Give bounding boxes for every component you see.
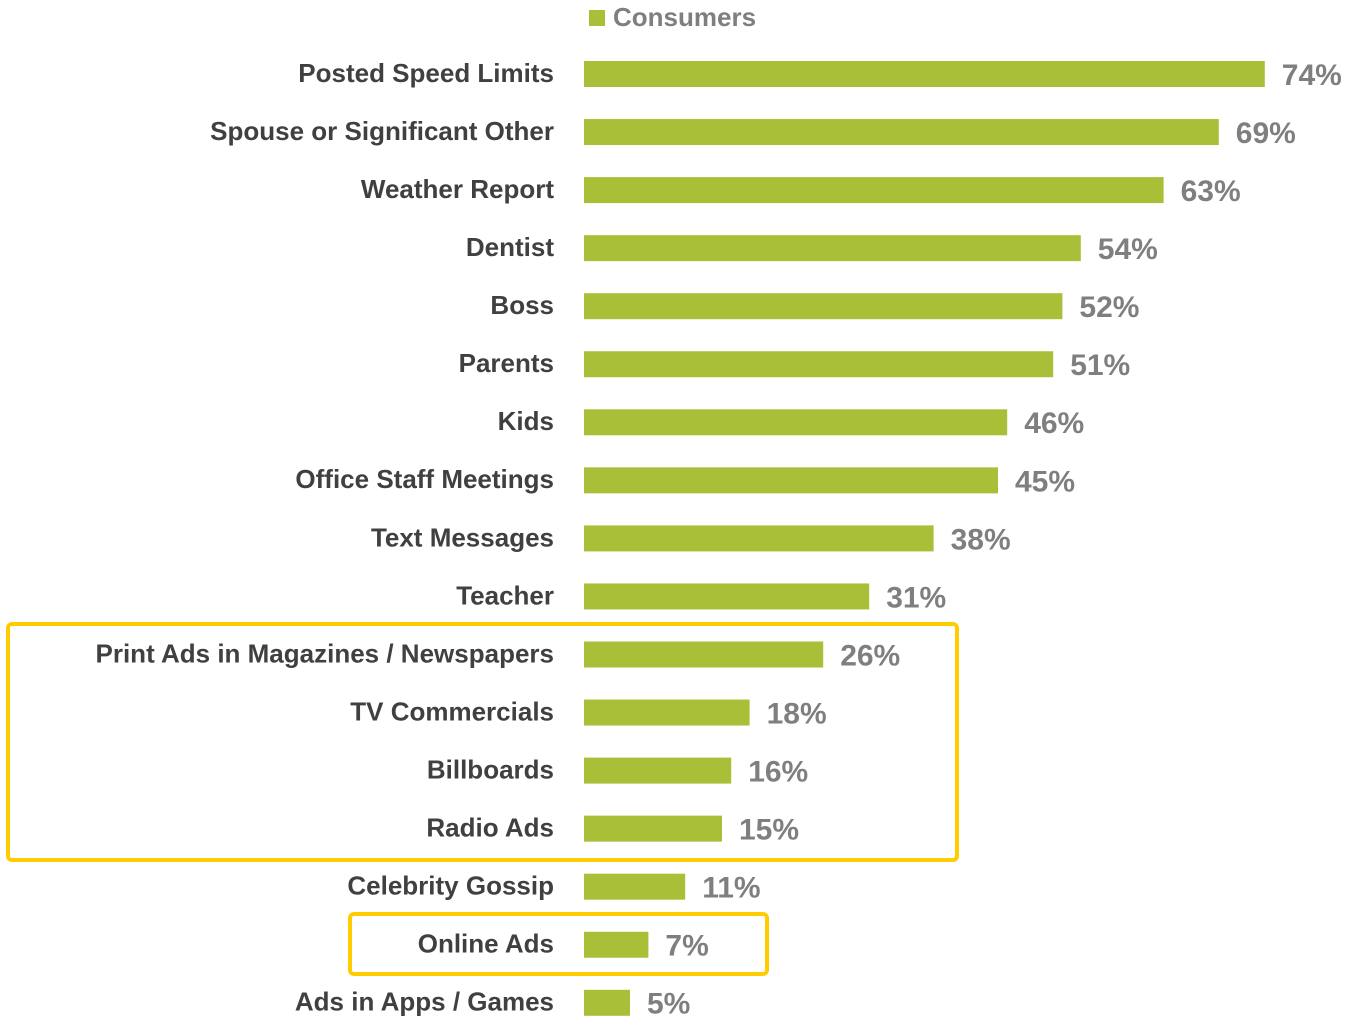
value-label: 46%: [1024, 407, 1084, 440]
value-label: 7%: [665, 930, 708, 963]
category-label: Ads in Apps / Games: [295, 987, 554, 1017]
bar: [584, 61, 1265, 87]
bar: [584, 351, 1054, 378]
category-label: Office Staff Meetings: [295, 464, 554, 494]
bar: [584, 467, 998, 494]
category-label: Text Messages: [371, 522, 554, 552]
bar: [584, 119, 1219, 146]
value-label: 45%: [1015, 465, 1075, 498]
category-label: TV Commercials: [350, 696, 554, 726]
bar: [584, 583, 870, 610]
value-label: 54%: [1098, 233, 1158, 266]
bar: [584, 989, 630, 1016]
bar: [584, 409, 1008, 436]
bar: [584, 525, 934, 552]
value-label: 15%: [739, 814, 799, 847]
bar: [584, 873, 686, 900]
bar: [584, 699, 750, 726]
bar: [584, 177, 1164, 204]
value-label: 31%: [886, 581, 946, 614]
value-label: 38%: [951, 523, 1011, 556]
value-label: 16%: [748, 756, 808, 789]
value-label: 63%: [1181, 175, 1241, 208]
category-label: Parents: [459, 348, 554, 378]
bar: [584, 235, 1081, 262]
category-label: Spouse or Significant Other: [210, 116, 554, 146]
category-label: Online Ads: [418, 929, 554, 959]
bar: [584, 757, 732, 784]
category-label: Billboards: [427, 754, 554, 784]
value-label: 18%: [767, 697, 827, 730]
category-label: Celebrity Gossip: [347, 871, 554, 901]
bar: [584, 641, 824, 668]
highlight-box: [6, 622, 959, 862]
value-label: 26%: [840, 639, 900, 672]
bar: [584, 931, 649, 958]
value-label: 51%: [1070, 349, 1130, 382]
legend-swatch: [589, 10, 605, 26]
value-label: 52%: [1079, 291, 1139, 324]
value-label: 11%: [702, 872, 760, 905]
legend-label: Consumers: [613, 2, 756, 32]
bar: [584, 293, 1063, 320]
bar: [584, 815, 722, 842]
category-label: Boss: [490, 290, 554, 320]
category-label: Print Ads in Magazines / Newspapers: [96, 638, 555, 668]
category-label: Weather Report: [361, 174, 554, 204]
value-label: 69%: [1236, 117, 1296, 150]
category-label: Posted Speed Limits: [298, 58, 554, 88]
value-label: 5%: [647, 988, 690, 1018]
category-label: Radio Ads: [426, 813, 554, 843]
category-label: Dentist: [466, 232, 554, 262]
category-label: Teacher: [456, 580, 554, 610]
highlight-box: [348, 912, 769, 976]
category-label: Kids: [498, 406, 554, 436]
value-label: 74%: [1282, 59, 1342, 92]
